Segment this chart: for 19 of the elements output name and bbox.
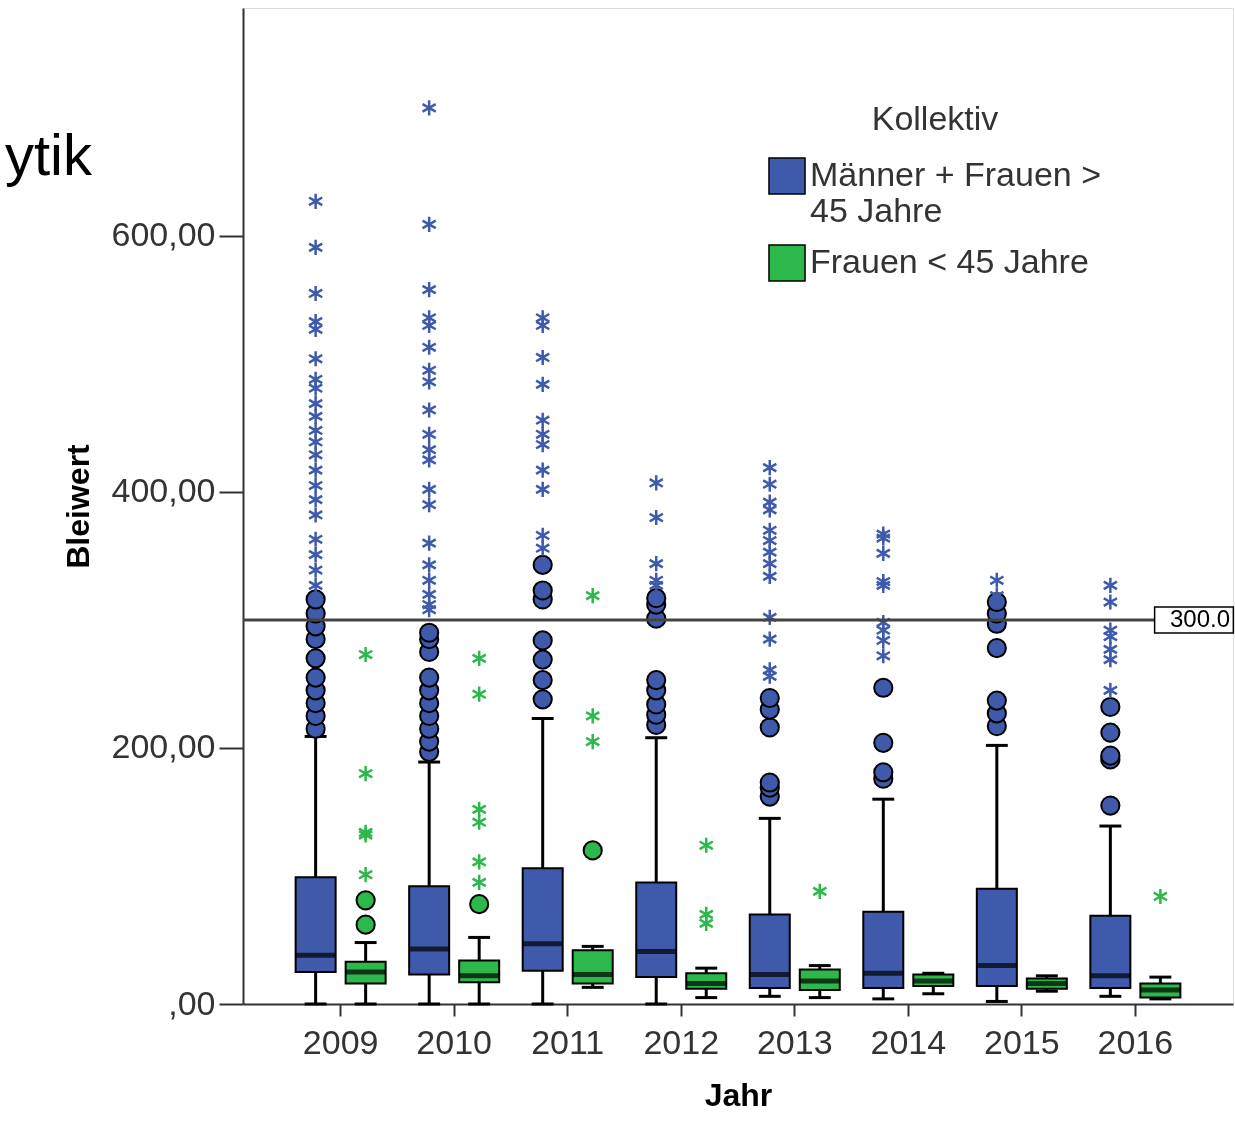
x-tick-label: 2016 xyxy=(1097,1022,1174,1061)
x-tick-label: 2009 xyxy=(302,1022,379,1061)
legend-label: Frauen < 45 Jahre xyxy=(810,242,1089,280)
x-tick-label: 2011 xyxy=(531,1022,605,1061)
y-tick-label: 600,00 xyxy=(111,215,216,254)
x-tick-label: 2012 xyxy=(643,1022,720,1061)
x-tick-label: 2010 xyxy=(416,1022,492,1061)
y-tick-label: ,00 xyxy=(168,983,216,1022)
y-tick-label: 400,00 xyxy=(111,471,216,510)
x-tick-label: 2015 xyxy=(984,1022,1060,1061)
x-tick-label: 2013 xyxy=(756,1022,833,1061)
text: ytik xyxy=(5,122,93,187)
legend-title: Kollektiv xyxy=(871,99,999,137)
y-axis-title: Bleiwert xyxy=(59,443,96,569)
ref-line-label: 300.0 xyxy=(1169,604,1230,632)
x-tick-label: 2014 xyxy=(870,1022,947,1061)
legend-label: Männer + Frauen > 45 Jahre xyxy=(810,155,1102,229)
y-tick-label: 200,00 xyxy=(111,727,216,766)
x-axis-title: Jahr xyxy=(704,1076,773,1113)
